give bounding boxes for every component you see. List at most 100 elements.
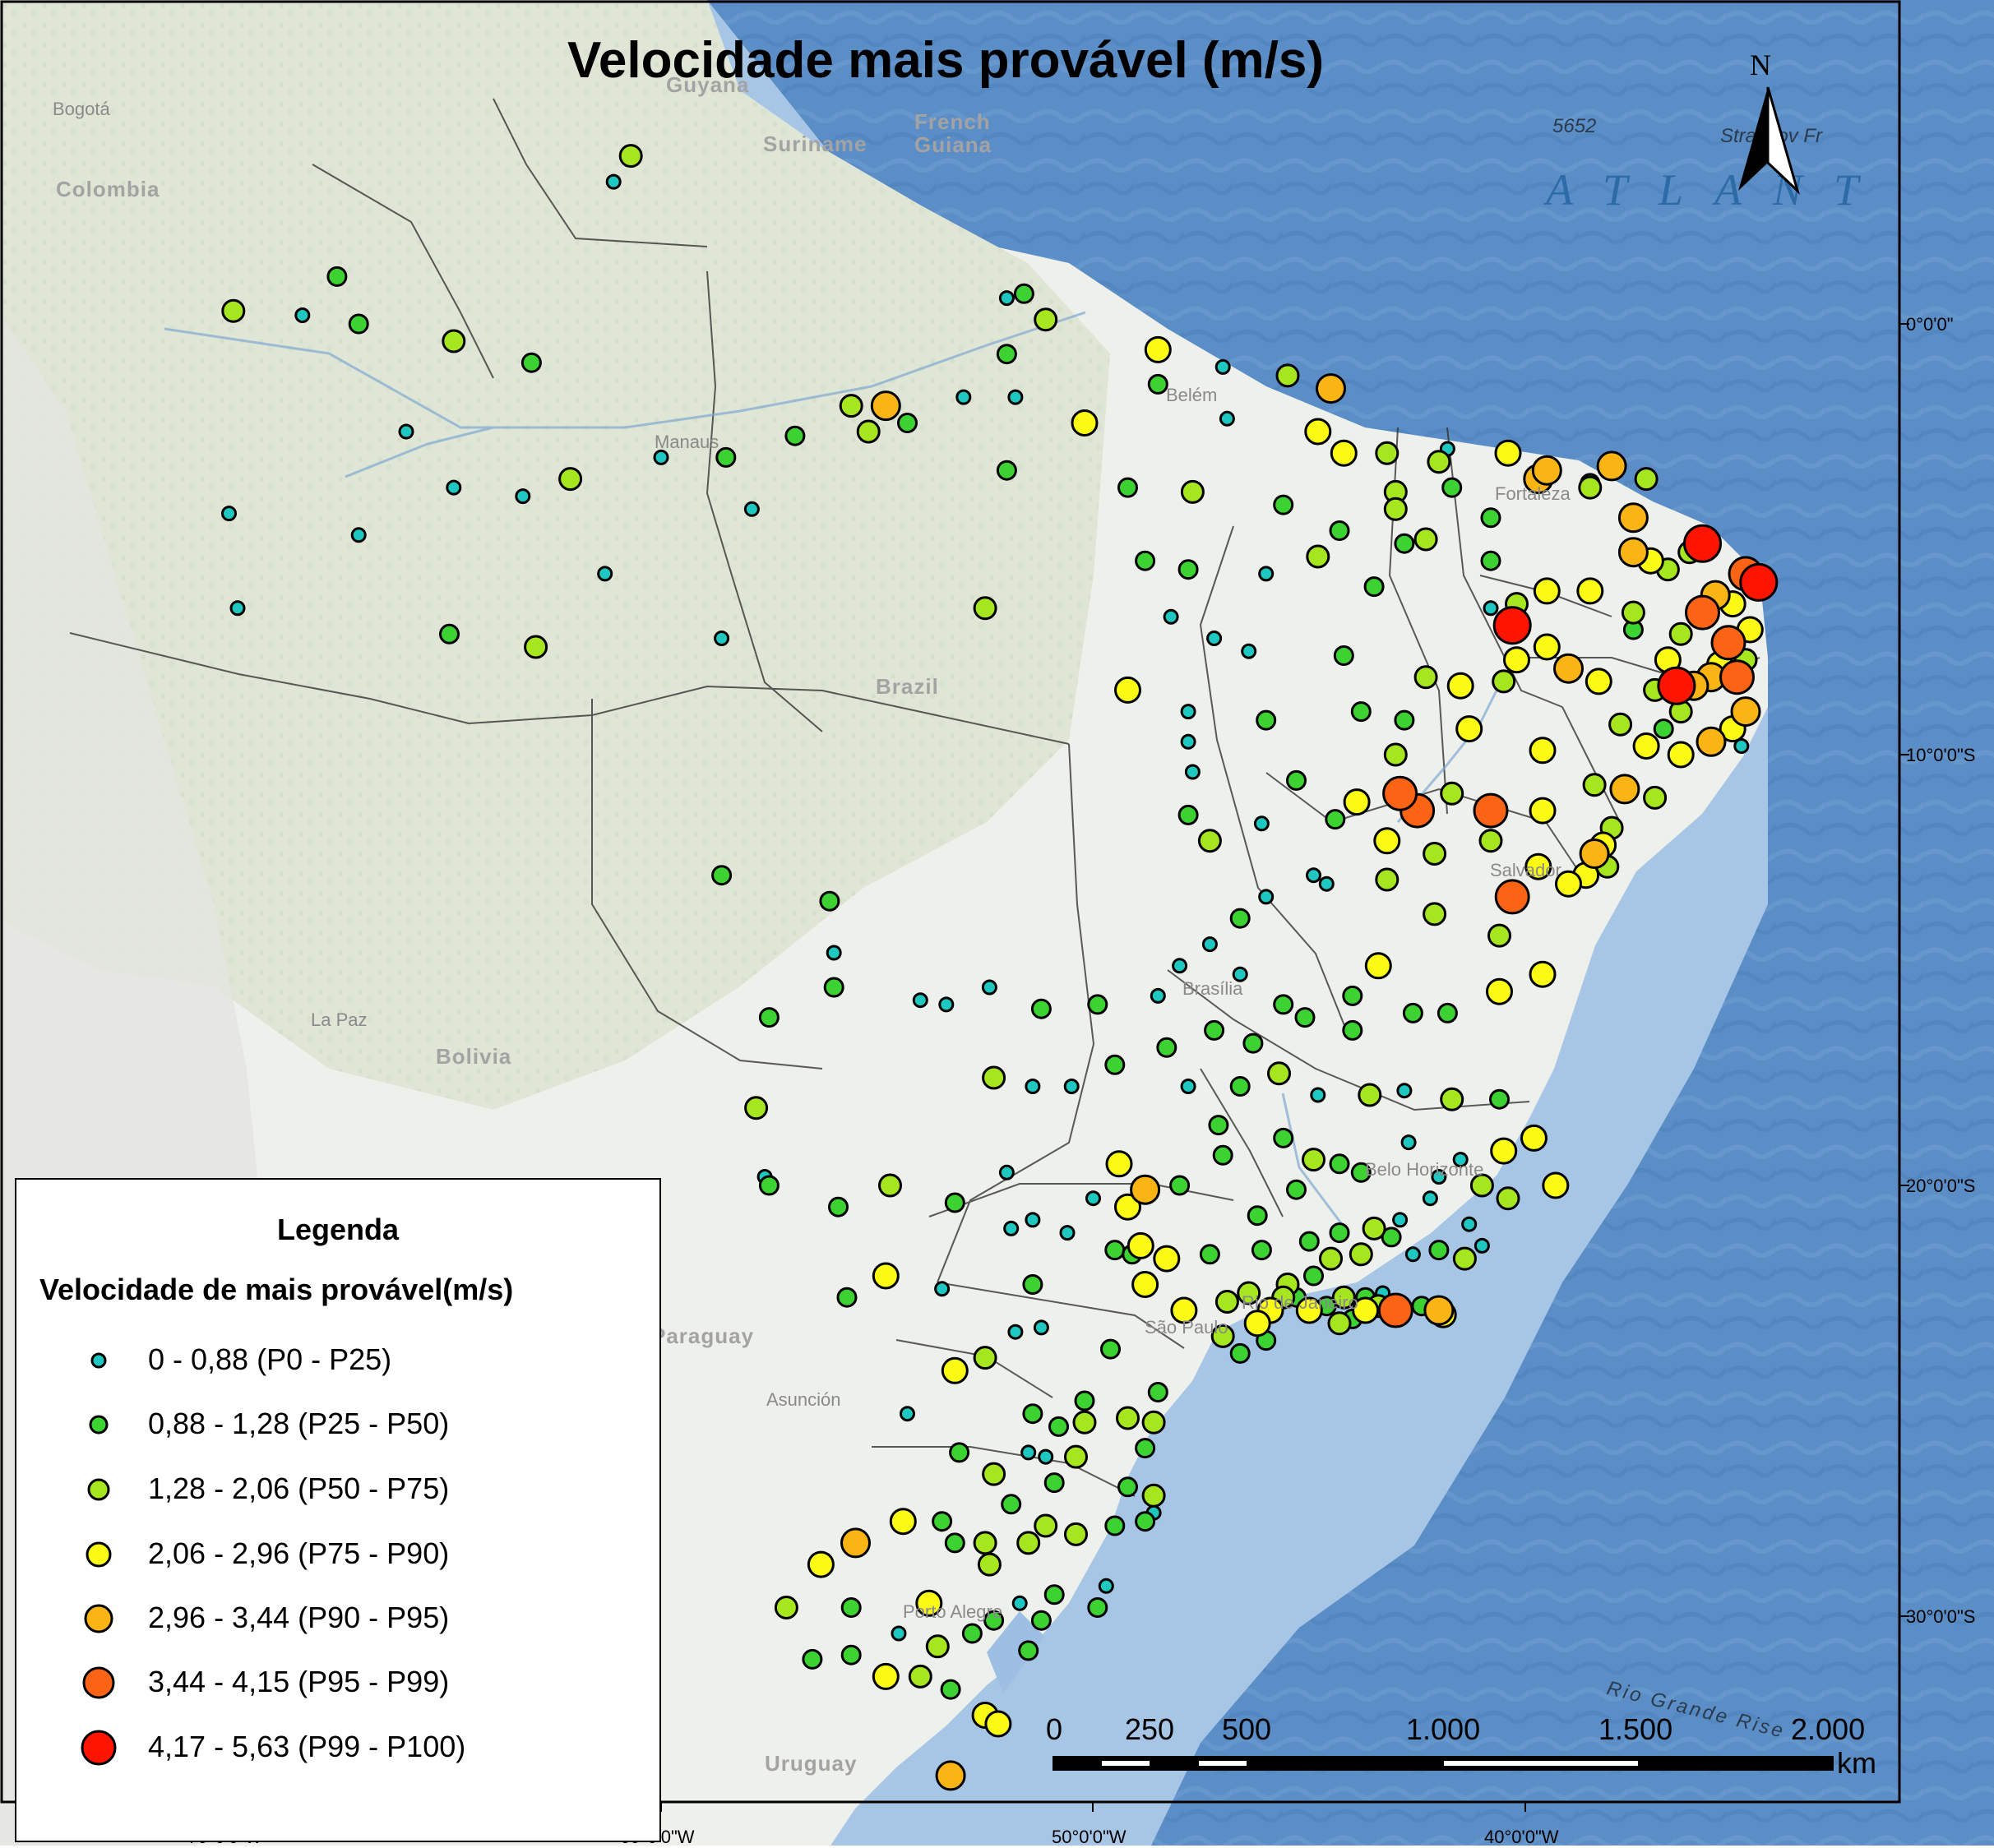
station-marker [1383, 497, 1408, 521]
legend-label-0: 0 - 0,88 (P0 - P25) [148, 1342, 392, 1376]
station-marker [1212, 1144, 1233, 1166]
legend-symbol-3 [86, 1541, 112, 1568]
station-marker [1579, 839, 1610, 869]
station-marker [934, 1281, 951, 1297]
station-marker [1156, 1037, 1177, 1058]
station-marker [891, 1625, 907, 1642]
station-marker [1533, 577, 1561, 605]
station-marker [618, 144, 643, 169]
station-marker [1480, 507, 1501, 529]
station-marker [524, 635, 548, 659]
station-marker [348, 313, 369, 335]
station-marker [1413, 527, 1438, 552]
station-marker [1087, 1597, 1108, 1618]
station-marker [1229, 1076, 1251, 1097]
station-marker [1038, 1448, 1054, 1465]
station-marker [935, 1760, 966, 1791]
station-marker [1710, 625, 1746, 661]
lat-label-30s: 30°0'0"S [1906, 1606, 1976, 1627]
station-marker [1394, 533, 1415, 554]
station-marker [1030, 1610, 1052, 1631]
station-marker [1116, 1406, 1140, 1430]
label-belem: Belém [1166, 385, 1218, 405]
station-marker [1529, 797, 1557, 825]
label-paraguay: Paraguay [651, 1324, 755, 1348]
station-marker [1206, 631, 1223, 646]
legend-symbol-1 [89, 1415, 109, 1435]
station-marker [1422, 1190, 1438, 1207]
station-marker [1489, 1088, 1510, 1110]
station-marker [1204, 1019, 1225, 1041]
station-marker [1253, 815, 1270, 832]
station-marker [908, 1664, 932, 1689]
station-marker [1237, 1281, 1261, 1305]
station-marker [743, 501, 760, 517]
legend-item-4: 2,96 - 3,44 (P90 - P95) [16, 1594, 658, 1643]
station-marker [744, 1096, 769, 1120]
station-marker [326, 266, 348, 287]
station-marker [1400, 1134, 1417, 1151]
station-marker [1030, 998, 1052, 1019]
label-atlantic: ATLANT [1546, 165, 1890, 215]
station-marker [961, 1623, 983, 1644]
station-marker [1739, 562, 1779, 602]
station-marker [1064, 1522, 1088, 1546]
station-marker [1452, 1246, 1477, 1271]
station-marker [1022, 1274, 1043, 1295]
station-marker [442, 329, 466, 353]
station-marker [1342, 1019, 1363, 1041]
station-marker [1441, 477, 1463, 498]
amazon-forest [0, 0, 1110, 1110]
label-french-guiana: French Guiana [914, 109, 992, 157]
station-marker [1117, 477, 1138, 498]
station-marker [1503, 646, 1530, 674]
legend-item-5: 3,44 - 4,15 (P95 - P99) [16, 1658, 658, 1707]
legend-item-6: 4,17 - 5,63 (P99 - P100) [16, 1723, 658, 1772]
station-marker [1413, 665, 1438, 690]
station-marker [1609, 774, 1640, 805]
station-marker [1683, 524, 1722, 563]
lon-label-50w: 50°0'0"W [1052, 1827, 1127, 1847]
map-title: Velocidade mais provável (m/s) [567, 32, 1325, 89]
station-marker [558, 467, 583, 492]
label-suriname: Suriname [763, 132, 867, 156]
station-marker [1621, 600, 1645, 625]
station-marker [1480, 550, 1501, 571]
station-marker [1114, 676, 1141, 704]
station-marker [1170, 1296, 1198, 1324]
station-marker [1219, 410, 1235, 427]
station-marker [1007, 389, 1024, 405]
station-marker [1064, 1444, 1088, 1469]
station-marker [839, 394, 863, 418]
station-marker [653, 449, 669, 465]
legend-symbol-5 [82, 1666, 115, 1699]
station-marker [1358, 1083, 1382, 1107]
station-marker [826, 945, 842, 961]
station-marker [1131, 1271, 1159, 1298]
station-marker [1423, 1295, 1455, 1326]
station-marker [1487, 923, 1511, 948]
station-marker [1330, 439, 1358, 467]
station-marker [1286, 769, 1307, 791]
scale-label-0: 0 [1046, 1712, 1063, 1746]
station-marker [1423, 902, 1447, 926]
station-marker [1286, 1179, 1307, 1200]
station-marker [1342, 985, 1363, 1006]
scale-label-1000: 1.000 [1406, 1712, 1481, 1746]
station-marker [1474, 1237, 1490, 1254]
station-marker [932, 1511, 953, 1532]
station-marker [981, 979, 997, 996]
station-marker [1440, 1087, 1464, 1111]
station-marker [1214, 1290, 1239, 1314]
station-marker [1719, 659, 1755, 695]
station-marker [1318, 875, 1335, 892]
station-marker [996, 460, 1017, 481]
legend-symbol-0 [90, 1352, 107, 1369]
station-marker [714, 631, 730, 646]
station-marker [944, 1192, 965, 1213]
station-marker [1304, 418, 1332, 446]
station-markers [221, 144, 1779, 1791]
station-marker [1329, 1153, 1350, 1175]
station-marker [998, 290, 1015, 307]
lagoa-dos-patos [987, 1611, 1044, 1693]
